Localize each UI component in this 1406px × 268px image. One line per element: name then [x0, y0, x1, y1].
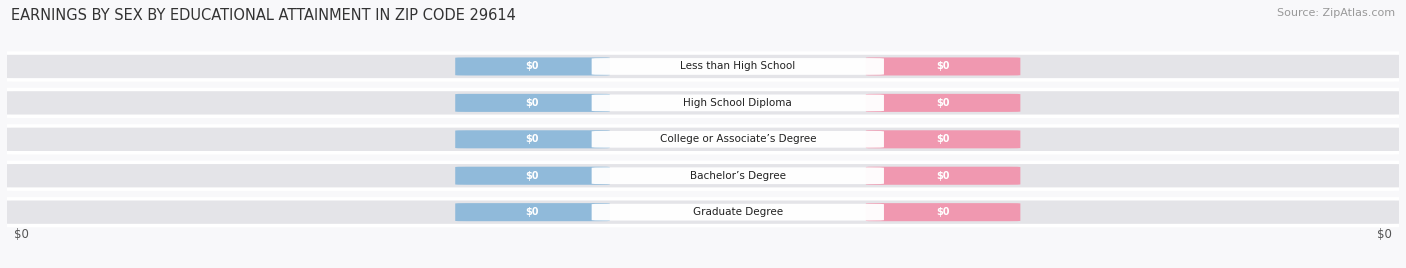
- FancyBboxPatch shape: [456, 57, 610, 76]
- Text: $0: $0: [526, 207, 540, 217]
- FancyBboxPatch shape: [866, 57, 1021, 76]
- Text: $0: $0: [526, 134, 540, 144]
- FancyBboxPatch shape: [3, 126, 1403, 153]
- Text: Less than High School: Less than High School: [681, 61, 796, 72]
- FancyBboxPatch shape: [866, 167, 1021, 185]
- Text: $0: $0: [526, 98, 540, 108]
- Text: $0: $0: [936, 98, 950, 108]
- FancyBboxPatch shape: [456, 130, 610, 148]
- Text: $0: $0: [526, 171, 540, 181]
- FancyBboxPatch shape: [3, 199, 1403, 226]
- FancyBboxPatch shape: [456, 94, 610, 112]
- FancyBboxPatch shape: [866, 94, 1021, 112]
- Text: Bachelor’s Degree: Bachelor’s Degree: [690, 171, 786, 181]
- Text: EARNINGS BY SEX BY EDUCATIONAL ATTAINMENT IN ZIP CODE 29614: EARNINGS BY SEX BY EDUCATIONAL ATTAINMEN…: [11, 8, 516, 23]
- FancyBboxPatch shape: [592, 95, 884, 111]
- FancyBboxPatch shape: [3, 53, 1403, 80]
- FancyBboxPatch shape: [592, 167, 884, 184]
- Text: $0: $0: [936, 134, 950, 144]
- Text: $0: $0: [1376, 228, 1392, 240]
- FancyBboxPatch shape: [592, 58, 884, 75]
- Text: $0: $0: [526, 61, 540, 72]
- Text: $0: $0: [14, 228, 30, 240]
- FancyBboxPatch shape: [866, 130, 1021, 148]
- Text: College or Associate’s Degree: College or Associate’s Degree: [659, 134, 815, 144]
- FancyBboxPatch shape: [456, 167, 610, 185]
- Text: $0: $0: [936, 61, 950, 72]
- FancyBboxPatch shape: [456, 203, 610, 221]
- Text: Graduate Degree: Graduate Degree: [693, 207, 783, 217]
- Text: High School Diploma: High School Diploma: [683, 98, 792, 108]
- Text: Source: ZipAtlas.com: Source: ZipAtlas.com: [1277, 8, 1395, 18]
- Text: $0: $0: [936, 171, 950, 181]
- FancyBboxPatch shape: [3, 90, 1403, 116]
- FancyBboxPatch shape: [3, 162, 1403, 189]
- Text: $0: $0: [936, 207, 950, 217]
- FancyBboxPatch shape: [592, 131, 884, 148]
- FancyBboxPatch shape: [592, 204, 884, 221]
- FancyBboxPatch shape: [866, 203, 1021, 221]
